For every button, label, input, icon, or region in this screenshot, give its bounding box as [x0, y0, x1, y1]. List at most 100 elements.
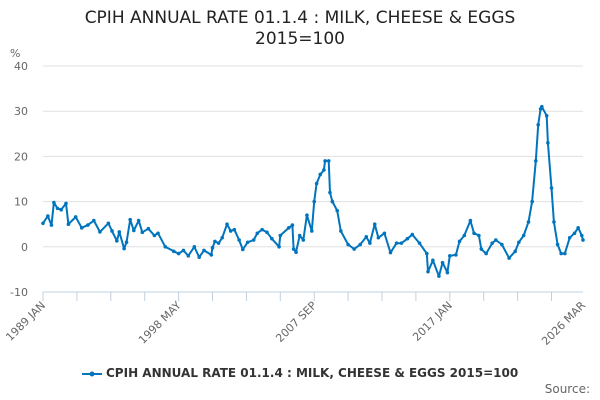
data-point: [431, 258, 435, 263]
chart-title: CPIH ANNUAL RATE 01.1.4 : MILK, CHEESE &…: [0, 8, 600, 50]
data-point: [41, 221, 45, 226]
data-point: [425, 251, 429, 256]
data-point: [140, 230, 145, 235]
data-point: [454, 253, 458, 257]
data-point: [490, 241, 494, 245]
data-point: [176, 251, 181, 256]
data-point: [472, 231, 476, 236]
data-point: [526, 220, 531, 224]
data-point: [255, 231, 260, 236]
data-point: [417, 241, 422, 245]
data-point: [251, 238, 256, 242]
data-point: [220, 235, 224, 240]
data-point: [410, 232, 415, 237]
y-tick-label: 40: [14, 60, 28, 73]
data-point: [163, 245, 168, 249]
data-point: [335, 208, 340, 213]
data-point: [216, 241, 221, 245]
data-point: [245, 240, 250, 245]
data-point: [152, 233, 157, 238]
data-point: [197, 255, 201, 259]
data-point: [237, 238, 241, 242]
data-point: [376, 235, 381, 240]
data-point: [55, 206, 60, 211]
data-point: [106, 221, 111, 226]
data-point: [265, 230, 269, 235]
data-point: [66, 222, 71, 226]
data-point: [202, 248, 206, 253]
data-point: [530, 199, 534, 204]
chart-title-line-1: CPIH ANNUAL RATE 01.1.4 : MILK, CHEESE &…: [84, 8, 516, 28]
data-point: [171, 249, 176, 254]
data-point: [533, 159, 538, 163]
data-point: [186, 254, 191, 258]
data-point: [549, 186, 554, 190]
data-point: [572, 231, 577, 236]
data-point: [330, 199, 335, 204]
legend-marker: [81, 371, 102, 376]
data-point: [372, 222, 377, 226]
data-point: [278, 233, 283, 238]
data-point: [115, 239, 119, 243]
data-point: [314, 181, 319, 186]
data-point: [181, 248, 186, 253]
data-point: [339, 229, 343, 233]
data-point: [382, 231, 387, 236]
data-point: [209, 253, 214, 257]
data-point: [540, 104, 544, 109]
data-point: [318, 172, 323, 177]
data-point: [521, 233, 526, 238]
data-point: [240, 247, 245, 252]
legend-label: CPIH ANNUAL RATE 01.1.4 : MILK, CHEESE &…: [106, 366, 519, 380]
x-tick-label: 1989 JAN: [3, 299, 48, 344]
data-point: [579, 233, 584, 238]
data-point: [59, 207, 63, 212]
x-tick-label: 2007 SEP: [273, 299, 319, 345]
data-point: [364, 235, 369, 239]
data-point: [64, 201, 68, 206]
data-point: [110, 229, 114, 233]
data-point: [399, 241, 404, 245]
data-point: [479, 247, 484, 251]
data-point: [92, 218, 96, 223]
data-point: [448, 254, 452, 258]
x-tick-label: 1998 MAY: [136, 299, 184, 347]
data-point: [394, 241, 399, 245]
data-point: [85, 223, 90, 227]
y-tick-label: 0: [21, 241, 28, 254]
data-point: [291, 247, 296, 251]
data-point: [228, 229, 233, 233]
x-tick-label: 2026 MAR: [539, 299, 588, 348]
data-point: [136, 218, 141, 223]
series-line: [42, 105, 584, 278]
data-point: [305, 213, 309, 217]
data-point: [260, 227, 264, 232]
data-point: [277, 245, 281, 249]
data-point: [286, 226, 291, 230]
data-point: [477, 233, 481, 238]
data-point: [437, 274, 441, 278]
data-point: [146, 226, 151, 231]
data-point: [328, 190, 332, 195]
data-point: [132, 228, 136, 233]
data-point: [500, 242, 504, 247]
data-point: [405, 236, 410, 241]
data-point: [507, 256, 511, 260]
data-point: [581, 238, 585, 242]
data-point: [567, 235, 572, 240]
y-tick-label: 20: [14, 150, 28, 163]
x-tick-label: 2017 JAN: [410, 299, 455, 344]
data-point: [270, 236, 274, 241]
data-point: [352, 247, 356, 251]
data-point: [513, 249, 517, 254]
y-tick-label: -10: [10, 286, 28, 299]
legend[interactable]: CPIH ANNUAL RATE 01.1.4 : MILK, CHEESE &…: [0, 366, 600, 380]
data-point: [128, 217, 132, 222]
data-point: [290, 223, 295, 227]
data-point: [468, 218, 473, 223]
data-point: [122, 246, 126, 251]
data-point: [232, 227, 237, 232]
source-label: Source:: [544, 382, 590, 396]
data-point: [98, 230, 102, 234]
data-point: [457, 239, 462, 244]
